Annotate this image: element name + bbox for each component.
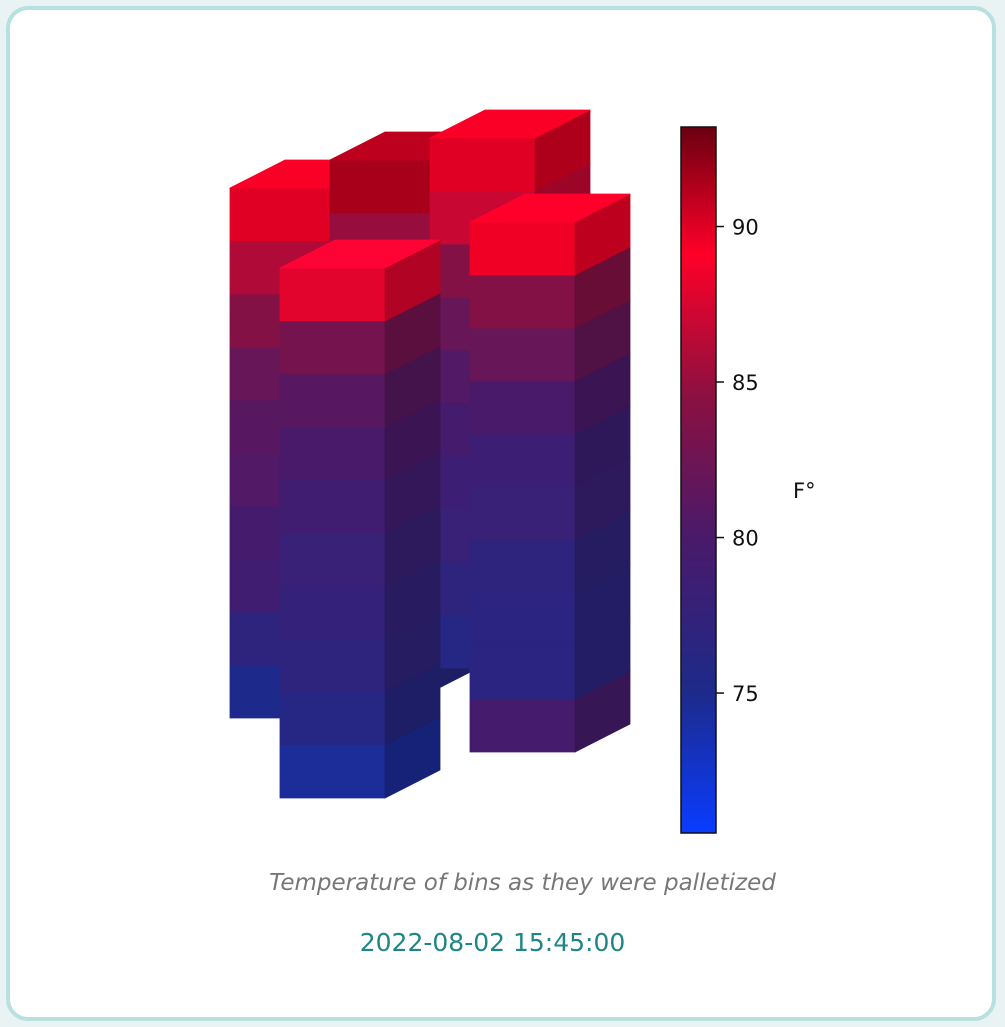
timestamp: 2022-08-02 15:45:00 <box>359 928 626 957</box>
voxel-top-face <box>279 239 441 269</box>
voxel-top-face <box>469 193 631 223</box>
voxel-front-face <box>469 539 576 594</box>
colorbar-gradient <box>680 126 717 834</box>
voxel-front-face <box>469 221 576 276</box>
colorbar: 75 80 85 90 F° <box>680 126 816 834</box>
colorbar-tick-label: 85 <box>732 371 759 395</box>
voxel-front-face <box>469 486 576 541</box>
voxel-front-face <box>279 426 386 481</box>
colorbar-ticks: 75 80 85 90 <box>716 216 759 706</box>
voxel-front-face <box>469 274 576 329</box>
voxel-stack <box>229 109 631 799</box>
voxel-front-face <box>279 744 386 799</box>
voxel-front-face <box>469 645 576 700</box>
voxel-front-face <box>469 698 576 753</box>
voxel-front-face <box>279 320 386 375</box>
voxel-front-face <box>469 592 576 647</box>
colorbar-tick-label: 75 <box>732 682 759 706</box>
voxel-top-face <box>429 109 591 139</box>
voxel-front-face <box>279 638 386 693</box>
colorbar-label: F° <box>793 479 816 503</box>
voxel-front-face <box>329 159 436 214</box>
voxel-front-face <box>279 532 386 587</box>
voxel-front-face <box>279 691 386 746</box>
voxel-front-face <box>229 187 336 242</box>
chart-caption: Temperature of bins as they were palleti… <box>269 870 776 896</box>
voxel-front-face <box>429 137 536 192</box>
voxel-front-face <box>469 433 576 488</box>
voxel-front-face <box>279 479 386 534</box>
colorbar-tick-label: 80 <box>732 527 759 551</box>
voxel-front-face <box>279 585 386 640</box>
voxel-front-face <box>469 327 576 382</box>
voxel-front-face <box>279 267 386 322</box>
voxel-front-face <box>279 373 386 428</box>
colorbar-tick-label: 90 <box>732 216 759 240</box>
voxel-front-face <box>469 380 576 435</box>
